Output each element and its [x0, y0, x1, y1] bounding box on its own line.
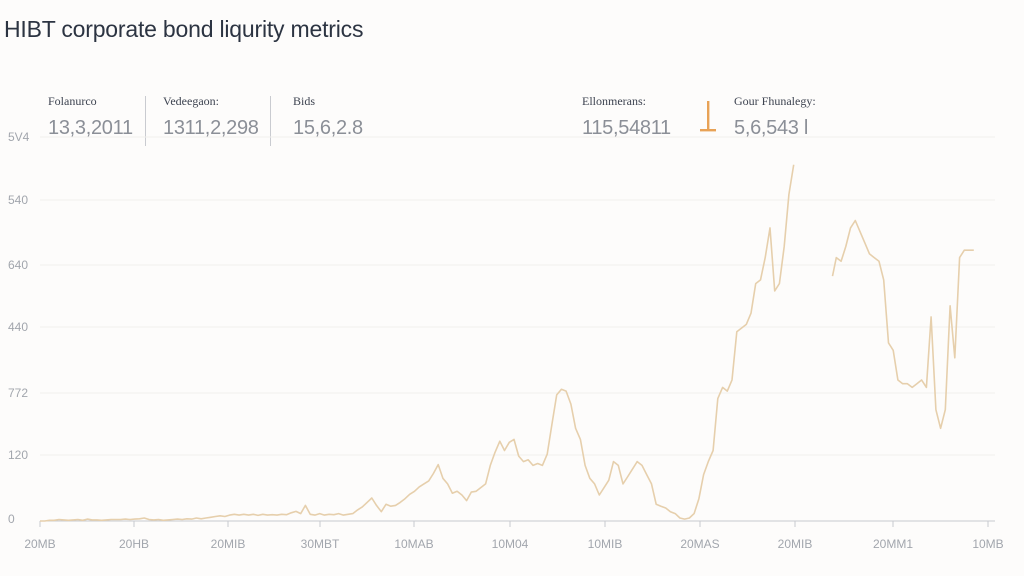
chart-title: HIBT corporate bond liqurity metrics	[4, 16, 364, 42]
y-tick-label: 440	[8, 320, 29, 334]
x-tick-label: 20MIB	[210, 537, 246, 551]
x-tick-label: 20MM1	[872, 537, 914, 551]
y-tick-label: 640	[8, 258, 29, 272]
chart-axes	[39, 520, 995, 527]
metric-value: 13,3,2011	[48, 117, 133, 139]
x-tick-label: 10MIB	[587, 537, 623, 551]
metric-5: Gour Fhunalegy: 5,6,543 l	[734, 94, 816, 140]
metric-label: Vedeegaon:	[163, 94, 219, 108]
metric-label: Gour Fhunalegy:	[734, 94, 816, 108]
chart-gridlines	[40, 136, 995, 456]
chart-series	[40, 164, 974, 522]
series-line	[831, 219, 974, 430]
y-tick-label: 120	[8, 448, 29, 462]
x-tick-label: 20MAS	[680, 537, 720, 551]
x-tick-label: 20MIB	[777, 537, 813, 551]
x-tick-label: 30MBT	[300, 537, 340, 551]
x-tick-label: 10MAB	[394, 537, 434, 551]
metric-3: Bids 15,6,2.8	[293, 94, 363, 140]
y-tick-label: 540	[8, 193, 29, 207]
metric-value: 115,54811	[582, 117, 671, 139]
y-tick-label: 0	[8, 512, 15, 526]
metric-label: Folanurco	[48, 94, 97, 108]
orange-marker-icon	[700, 101, 716, 132]
metric-value: 15,6,2.8	[293, 117, 363, 139]
metric-divider	[145, 96, 146, 146]
x-tick-label: 10MB	[972, 537, 1004, 551]
series-line	[40, 164, 795, 522]
metric-4: Ellonmerans: 115,54811	[582, 94, 671, 140]
metric-divider	[270, 96, 271, 146]
x-tick-label: 20MB	[24, 537, 56, 551]
metric-value: 5,6,543 l	[734, 117, 809, 139]
x-tick-label: 20HB	[118, 537, 150, 551]
metric-label: Bids	[293, 94, 316, 108]
metric-value: 1311,2,298	[163, 117, 259, 139]
metric-2: Vedeegaon: 1311,2,298	[163, 94, 259, 140]
x-tick-label: 10M04	[491, 537, 529, 551]
y-tick-label: 772	[8, 386, 29, 400]
metric-1: Folanurco 13,3,2011	[48, 94, 133, 140]
y-tick-label: 5V4	[8, 130, 30, 144]
metric-label: Ellonmerans:	[582, 94, 646, 108]
